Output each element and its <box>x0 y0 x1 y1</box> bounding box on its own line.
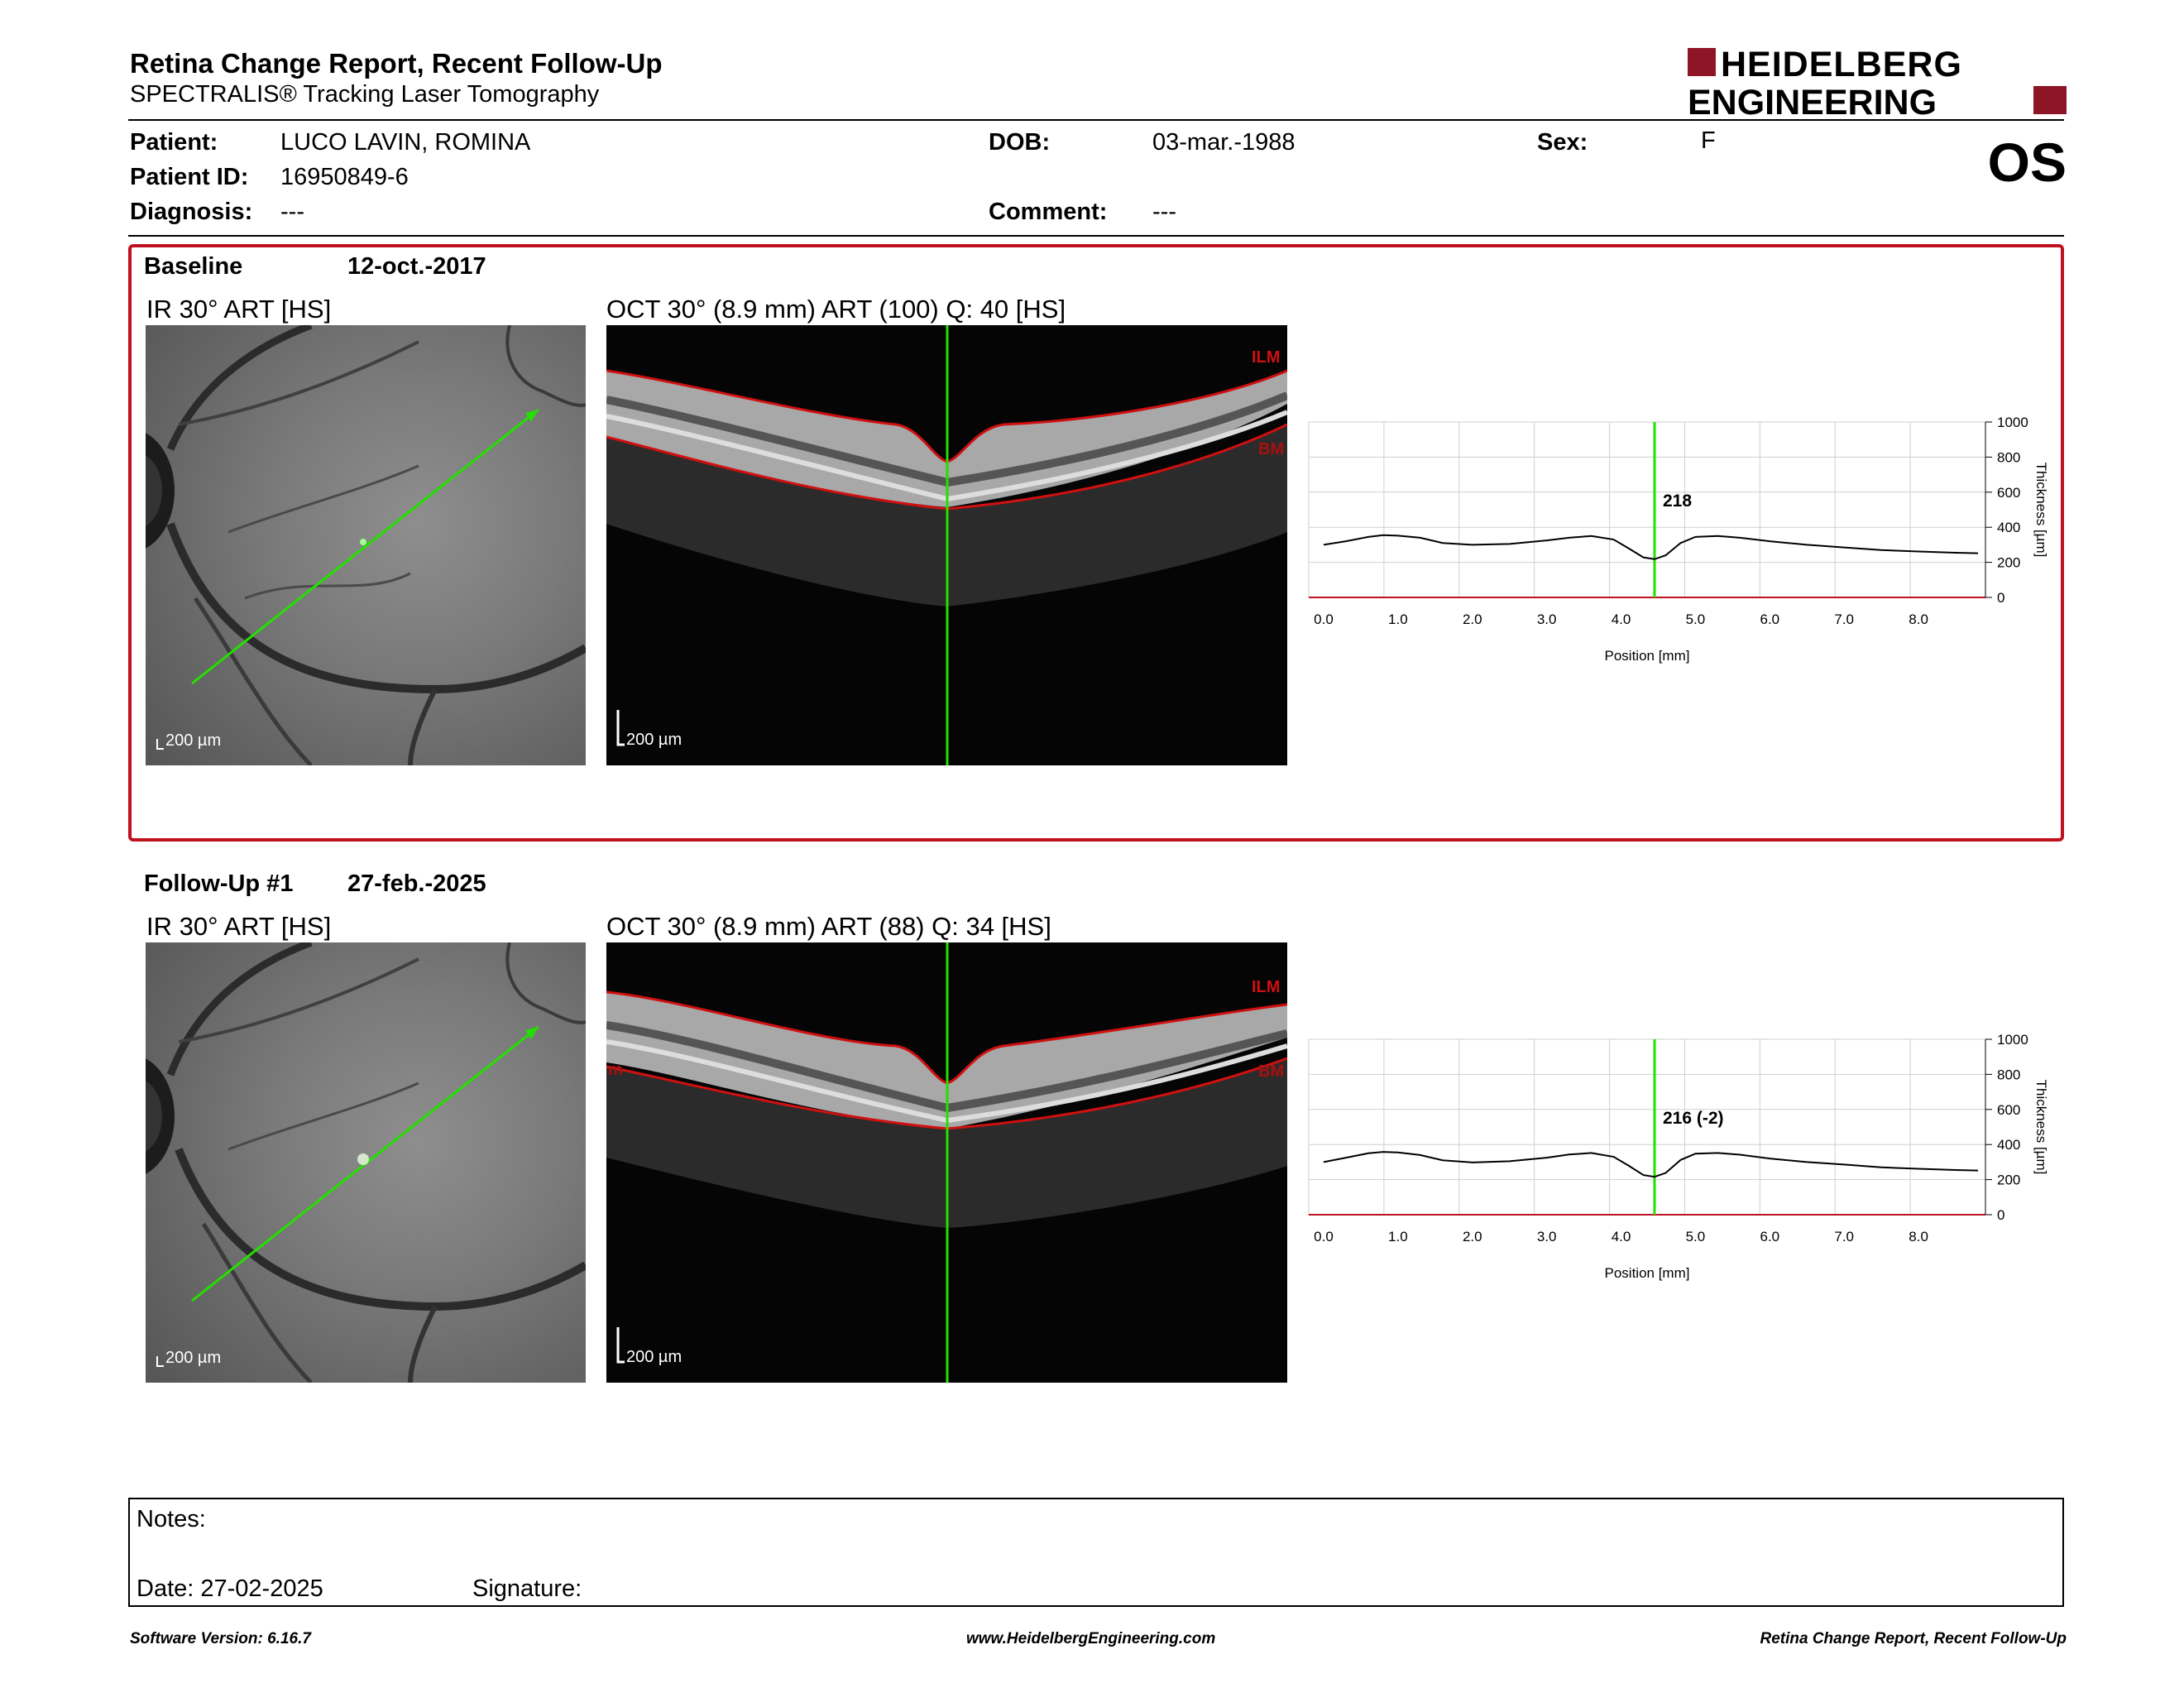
x-tick-label: 1.0 <box>1388 1229 1408 1244</box>
sex-label: Sex: <box>1537 129 1588 156</box>
followup-oct-label: OCT 30° (8.9 mm) ART (88) Q: 34 [HS] <box>606 912 1051 941</box>
y-tick-label: 0 <box>1997 1207 2004 1223</box>
comment-label: Comment: <box>989 199 1108 225</box>
y-tick-label: 0 <box>1997 590 2004 606</box>
notes-box[interactable]: Notes: Date: 27-02-2025 Signature: <box>128 1498 2064 1607</box>
y-tick-label: 600 <box>1997 485 2020 501</box>
heidelberg-logo: HEIDELBERG ENGINEERING <box>1688 45 2067 119</box>
x-tick-label: 0.0 <box>1314 1229 1334 1244</box>
patient-divider <box>128 235 2064 237</box>
footer-website[interactable]: www.HeidelbergEngineering.com <box>966 1630 1216 1647</box>
baseline-date: 12-oct.-2017 <box>347 253 486 280</box>
y-tick-label: 1000 <box>1997 415 2028 430</box>
patient-id: 16950849-6 <box>280 164 409 190</box>
x-tick-label: 1.0 <box>1388 611 1408 627</box>
x-tick-label: 6.0 <box>1760 611 1779 627</box>
baseline-thickness-chart: 1000 800 600 400 200 0 0.0 1.0 2.0 3.0 4.0 5.0 6.0 7.… <box>1308 415 2049 664</box>
marker-value-label: 218 <box>1663 492 1692 511</box>
patient-id-label: Patient ID: <box>130 164 249 190</box>
dob-label: DOB: <box>989 129 1051 156</box>
y-tick-label: 800 <box>1997 1067 2020 1082</box>
patient-label: Patient: <box>130 129 218 156</box>
footer-report: Retina Change Report, Recent Follow-Up <box>1760 1630 2067 1647</box>
baseline-panel <box>128 244 2064 842</box>
x-tick-label: 2.0 <box>1463 1229 1482 1244</box>
x-tick-label: 3.0 <box>1537 611 1557 627</box>
followup-thickness-chart: 1000 800 600 400 200 0 0.0 1.0 2.0 3.0 4.0 5.0 6.0 7.… <box>1308 1032 2049 1281</box>
y-axis-label: Thickness [µm] <box>2033 1080 2049 1175</box>
thickness-line <box>1323 1151 1979 1178</box>
x-tick-label: 7.0 <box>1834 611 1854 627</box>
x-tick-label: 4.0 <box>1612 1229 1631 1244</box>
x-tick-label: 0.0 <box>1314 611 1334 627</box>
svg-text:200 µm: 200 µm <box>165 731 221 750</box>
x-axis-label: Position [mm] <box>1605 1265 1690 1281</box>
baseline-oct-label: OCT 30° (8.9 mm) ART (100) Q: 40 [HS] <box>606 295 1066 324</box>
header-divider <box>128 119 2064 121</box>
svg-text:BM: BM <box>1258 1062 1284 1081</box>
followup-ir-image: 200 µm <box>146 942 586 1383</box>
sex-value: F <box>1701 127 1716 154</box>
baseline-oct-image: ILM BM 200 µm <box>606 325 1287 765</box>
svg-text:200 µm: 200 µm <box>165 1349 221 1367</box>
y-tick-label: 200 <box>1997 1172 2020 1188</box>
marker-value-label: 216 (-2) <box>1663 1109 1724 1128</box>
followup-ir-label: IR 30° ART [HS] <box>146 912 332 941</box>
svg-text:BM: BM <box>1258 440 1284 458</box>
x-tick-label: 5.0 <box>1686 611 1706 627</box>
baseline-ir-label: IR 30° ART [HS] <box>146 295 332 324</box>
svg-text:200 µm: 200 µm <box>626 731 682 749</box>
y-tick-label: 400 <box>1997 1137 2020 1153</box>
y-tick-label: 600 <box>1997 1102 2020 1118</box>
report-title: Retina Change Report, Recent Follow-Up <box>130 48 663 79</box>
y-axis-label: Thickness [µm] <box>2033 463 2049 558</box>
diagnosis-label: Diagnosis: <box>130 199 253 225</box>
diagnosis-value: --- <box>280 199 304 225</box>
footer-software: Software Version: 6.16.7 <box>130 1630 311 1647</box>
followup-oct-image: ILM BM m 200 µm <box>606 942 1287 1383</box>
followup-label: Follow-Up #1 <box>144 870 294 897</box>
x-tick-label: 3.0 <box>1537 1229 1557 1244</box>
svg-text:m: m <box>608 1061 623 1079</box>
svg-text:ENGINEERING: ENGINEERING <box>1688 83 1937 119</box>
report-subtitle: SPECTRALIS® Tracking Laser Tomography <box>130 81 600 108</box>
x-tick-label: 7.0 <box>1834 1229 1854 1244</box>
baseline-ir-image: 200 µm <box>146 325 586 765</box>
x-axis-label: Position [mm] <box>1605 648 1690 664</box>
x-tick-label: 2.0 <box>1463 611 1482 627</box>
x-tick-label: 8.0 <box>1909 1229 1928 1244</box>
comment-value: --- <box>1152 199 1176 225</box>
y-tick-label: 200 <box>1997 555 2020 571</box>
svg-text:ILM: ILM <box>1252 978 1280 996</box>
y-tick-label: 400 <box>1997 520 2020 535</box>
eye-indicator: OS <box>1987 132 2067 193</box>
x-tick-label: 5.0 <box>1686 1229 1706 1244</box>
svg-text:HEIDELBERG: HEIDELBERG <box>1721 45 1962 84</box>
dob-value: 03-mar.-1988 <box>1152 129 1296 156</box>
svg-text:200 µm: 200 µm <box>626 1348 682 1366</box>
baseline-scan-line <box>191 408 539 685</box>
svg-text:ILM: ILM <box>1252 348 1280 367</box>
notes-label: Notes: <box>136 1506 206 1532</box>
baseline-label: Baseline <box>144 253 243 280</box>
followup-date: 27-feb.-2025 <box>347 870 486 897</box>
thickness-line <box>1323 534 1979 560</box>
x-tick-label: 6.0 <box>1760 1229 1779 1244</box>
y-tick-label: 800 <box>1997 449 2020 465</box>
y-tick-label: 1000 <box>1997 1032 2028 1048</box>
x-tick-label: 8.0 <box>1909 611 1928 627</box>
x-tick-label: 4.0 <box>1612 611 1631 627</box>
notes-date: Date: 27-02-2025 <box>136 1575 323 1602</box>
signature-label: Signature: <box>472 1575 582 1602</box>
patient-name: LUCO LAVIN, ROMINA <box>280 129 531 156</box>
